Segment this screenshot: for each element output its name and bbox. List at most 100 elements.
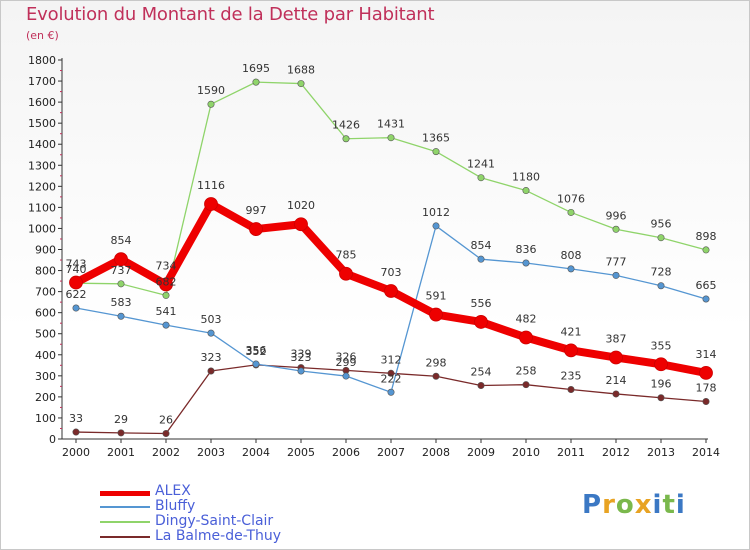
data-label-la-balme-de-thuy: 323 — [201, 351, 222, 364]
data-label-alex: 997 — [246, 204, 267, 217]
x-tick-label: 2013 — [647, 446, 675, 459]
logo-letter: r — [602, 490, 616, 520]
x-tick-label: 2014 — [692, 446, 720, 459]
y-tick-label: 1600 — [28, 96, 56, 109]
data-label-dingy-saint-clair: 1695 — [242, 62, 270, 75]
data-label-la-balme-de-thuy: 33 — [69, 412, 83, 425]
data-label-alex: 314 — [696, 348, 717, 361]
data-point-alex — [249, 222, 263, 236]
x-tick-label: 2001 — [107, 446, 135, 459]
data-point-bluffy — [72, 304, 80, 312]
legend-label-dingy-saint-clair: Dingy-Saint-Clair — [155, 513, 274, 529]
data-point-bluffy — [657, 282, 665, 290]
data-point-alex — [294, 217, 308, 232]
data-label-la-balme-de-thuy: 235 — [561, 370, 582, 383]
x-tick-label: 2009 — [467, 446, 495, 459]
data-point-la-balme-de-thuy — [567, 386, 575, 394]
proxiti-logo: Proxiti — [582, 490, 686, 520]
data-label-dingy-saint-clair: 1590 — [197, 84, 225, 97]
data-label-dingy-saint-clair: 1431 — [377, 118, 405, 131]
data-point-bluffy — [387, 388, 395, 396]
data-label-dingy-saint-clair: 1180 — [512, 171, 540, 184]
data-point-dingy-saint-clair — [522, 187, 530, 195]
data-point-bluffy — [162, 321, 170, 329]
legend-swatch-bluffy — [100, 506, 150, 508]
data-label-alex: 591 — [426, 290, 447, 303]
data-point-alex — [474, 315, 488, 329]
data-label-alex: 421 — [561, 325, 582, 338]
data-label-alex: 734 — [156, 259, 177, 272]
data-point-bluffy — [702, 295, 710, 303]
data-label-dingy-saint-clair: 1076 — [557, 192, 585, 205]
data-label-dingy-saint-clair: 682 — [156, 275, 177, 288]
data-point-dingy-saint-clair — [252, 78, 260, 86]
data-point-bluffy — [432, 222, 440, 230]
data-point-alex — [339, 266, 353, 281]
y-tick-label: 100 — [35, 412, 56, 425]
data-label-bluffy: 541 — [156, 305, 177, 318]
y-tick-label: 900 — [35, 244, 56, 257]
data-point-dingy-saint-clair — [432, 148, 440, 156]
data-point-alex — [69, 275, 83, 290]
x-tick-label: 2006 — [332, 446, 360, 459]
data-label-la-balme-de-thuy: 254 — [471, 366, 492, 379]
data-point-alex — [519, 330, 533, 345]
logo-letter: P — [582, 490, 603, 520]
y-tick-label: 1500 — [28, 117, 56, 130]
data-label-la-balme-de-thuy: 326 — [336, 350, 357, 363]
data-point-dingy-saint-clair — [342, 135, 350, 143]
data-label-la-balme-de-thuy: 312 — [381, 353, 402, 366]
data-label-la-balme-de-thuy: 196 — [651, 378, 672, 391]
data-point-dingy-saint-clair — [207, 100, 215, 108]
logo-letter: o — [615, 490, 635, 520]
x-tick-label: 2004 — [242, 446, 270, 459]
data-label-bluffy: 222 — [381, 372, 402, 385]
data-label-alex: 703 — [381, 266, 402, 279]
logo-letter: x — [634, 490, 653, 520]
y-tick-label: 700 — [35, 286, 56, 299]
x-tick-label: 2003 — [197, 446, 225, 459]
y-tick-label: 600 — [35, 307, 56, 320]
data-label-alex: 482 — [516, 313, 537, 326]
y-tick-label: 800 — [35, 265, 56, 278]
y-tick-label: 400 — [35, 349, 56, 362]
data-point-dingy-saint-clair — [117, 280, 125, 288]
data-point-bluffy — [522, 259, 530, 267]
data-point-dingy-saint-clair — [387, 134, 395, 142]
data-label-bluffy: 323 — [291, 351, 312, 364]
data-label-dingy-saint-clair: 737 — [111, 264, 132, 277]
data-point-alex — [699, 365, 713, 380]
data-label-alex: 1020 — [287, 199, 315, 212]
y-tick-label: 1300 — [28, 159, 56, 172]
data-label-la-balme-de-thuy: 339 — [291, 348, 312, 361]
data-point-la-balme-de-thuy — [657, 394, 665, 402]
series-layer — [69, 78, 713, 438]
legend-swatch-alex — [100, 491, 150, 496]
x-tick-label: 2011 — [557, 446, 585, 459]
legend-label-bluffy: Bluffy — [155, 498, 196, 514]
data-point-la-balme-de-thuy — [117, 429, 125, 437]
data-point-dingy-saint-clair — [612, 225, 620, 233]
data-label-bluffy: 808 — [561, 249, 582, 262]
data-label-bluffy: 854 — [471, 239, 492, 252]
data-point-alex — [384, 284, 398, 298]
data-label-dingy-saint-clair: 996 — [606, 209, 627, 222]
data-point-dingy-saint-clair — [567, 208, 575, 216]
data-point-dingy-saint-clair — [702, 246, 710, 254]
data-label-bluffy: 777 — [606, 255, 627, 268]
data-label-dingy-saint-clair: 1241 — [467, 158, 495, 171]
data-label-bluffy: 356 — [246, 344, 267, 357]
data-label-bluffy: 665 — [696, 279, 717, 292]
data-point-bluffy — [297, 367, 305, 375]
data-point-la-balme-de-thuy — [387, 369, 395, 377]
data-label-la-balme-de-thuy: 258 — [516, 365, 537, 378]
x-tick-label: 2012 — [602, 446, 630, 459]
x-tick-label: 2007 — [377, 446, 405, 459]
data-label-la-balme-de-thuy: 352 — [246, 345, 267, 358]
logo-letter: i — [675, 490, 686, 520]
data-point-alex — [609, 350, 623, 365]
y-tick-label: 1000 — [28, 222, 56, 235]
data-point-bluffy — [612, 271, 620, 279]
